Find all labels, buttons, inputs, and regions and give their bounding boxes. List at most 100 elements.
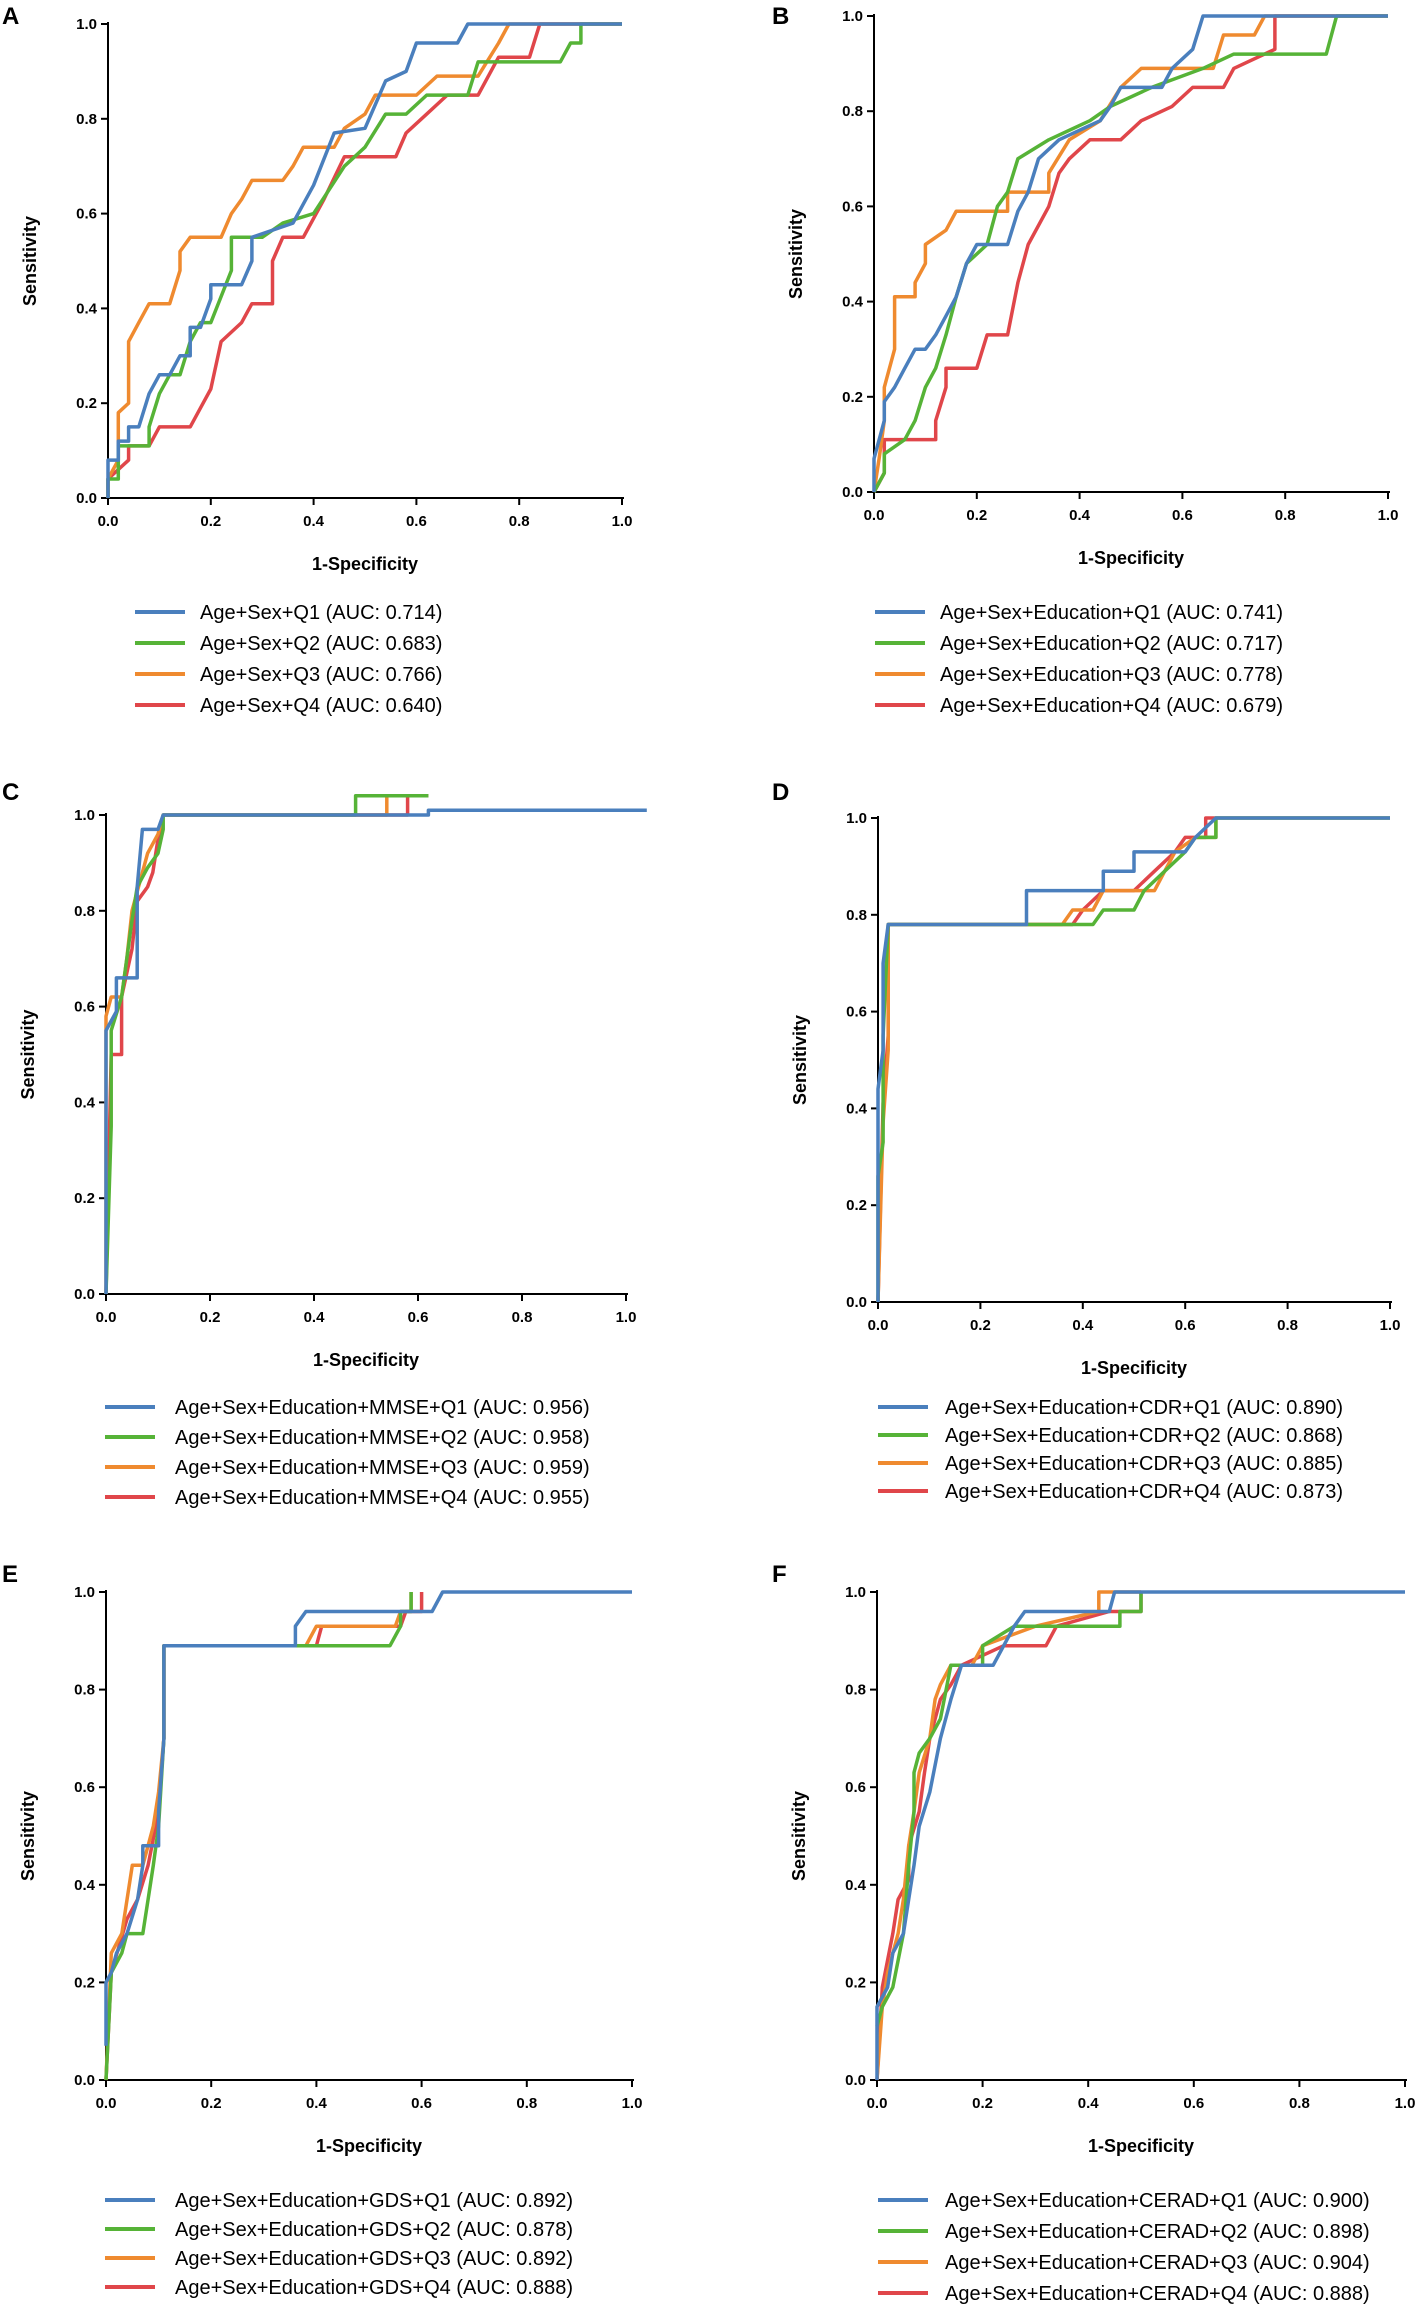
y-tick-label: 0.0: [74, 2072, 95, 2089]
x-tick-label: 0.8: [1277, 1317, 1298, 1334]
legend: Age+Sex+Q1 (AUC: 0.714) Age+Sex+Q2 (AUC: …: [135, 602, 442, 717]
legend-label: Age+Sex+Education+GDS+Q3 (AUC: 0.892): [175, 2248, 573, 2270]
legend-label: Age+Sex+Education+GDS+Q1 (AUC: 0.892): [175, 2190, 573, 2212]
chart-panel-a: A 0.0 0.2 0.4 0.6 0.8 1.0 0.0 0.2 0.4 0.6 0.8 1.0 1-S…: [2, 3, 632, 717]
y-tick-label: 0.4: [76, 300, 98, 317]
y-axis-title: Sensitivity: [18, 1791, 38, 1881]
x-tick-label: 0.0: [867, 2095, 888, 2112]
y-tick-label: 0.2: [842, 389, 863, 406]
panel-letter: A: [2, 3, 19, 30]
roc-curve-q1: [106, 22, 622, 498]
x-tick-label: 0.4: [303, 513, 325, 530]
y-tick-label: 0.0: [846, 1294, 867, 1311]
x-tick-label: 0.2: [201, 2095, 222, 2112]
x-tick-label: 1.0: [616, 1309, 637, 1326]
x-tick-label: 1.0: [612, 513, 633, 530]
y-tick-label: 0.6: [846, 1004, 867, 1021]
legend-label: Age+Sex+Education+GDS+Q4 (AUC: 0.888): [175, 2277, 573, 2299]
chart-panel-c: C 0.0 0.2 0.4 0.6 0.8 1.0 0.0 0.2 0.4 0.6 0.8 1.0 1-S…: [2, 779, 647, 1509]
x-tick-label: 0.2: [972, 2095, 993, 2112]
y-tick-label: 0.8: [846, 907, 867, 924]
x-tick-label: 0.8: [1275, 507, 1296, 524]
x-tick-label: 0.2: [200, 513, 221, 530]
roc-curve-q2: [872, 14, 1388, 493]
x-axis-title: 1-Specificity: [316, 2136, 422, 2156]
roc-curve-q1: [104, 1590, 632, 2046]
legend-label: Age+Sex+Q4 (AUC: 0.640): [200, 695, 442, 717]
y-tick-label: 0.8: [76, 111, 97, 128]
x-tick-label: 0.8: [516, 2095, 537, 2112]
roc-curve-q4: [104, 794, 429, 1295]
y-tick-label: 0.0: [845, 2072, 866, 2089]
x-tick-label: 0.2: [970, 1317, 991, 1334]
x-tick-label: 0.4: [1072, 1317, 1094, 1334]
roc-curve-q1: [876, 816, 1390, 1302]
legend-label: Age+Sex+Education+CDR+Q4 (AUC: 0.873): [945, 1481, 1343, 1503]
legend-label: Age+Sex+Education+MMSE+Q1 (AUC: 0.956): [175, 1397, 590, 1419]
x-tick-label: 0.4: [1078, 2095, 1100, 2112]
y-tick-label: 0.4: [846, 1100, 868, 1117]
legend-label: Age+Sex+Education+MMSE+Q2 (AUC: 0.958): [175, 1427, 590, 1449]
legend-label: Age+Sex+Education+CERAD+Q3 (AUC: 0.904): [945, 2252, 1370, 2274]
roc-curve-q2: [876, 816, 1390, 1302]
x-tick-label: 0.0: [98, 513, 119, 530]
y-tick-label: 1.0: [842, 8, 863, 25]
y-tick-label: 0.2: [846, 1197, 867, 1214]
y-tick-label: 0.6: [74, 1779, 95, 1796]
y-tick-label: 0.0: [76, 490, 97, 507]
legend-label: Age+Sex+Education+Q4 (AUC: 0.679): [940, 695, 1283, 717]
x-tick-label: 1.0: [622, 2095, 643, 2112]
legend: Age+Sex+Education+CDR+Q1 (AUC: 0.890) Age…: [878, 1397, 1343, 1503]
legend-label: Age+Sex+Q1 (AUC: 0.714): [200, 602, 442, 624]
y-tick-label: 1.0: [74, 1584, 95, 1601]
roc-curve-q3: [104, 1592, 413, 2081]
y-tick-label: 1.0: [845, 1584, 866, 1601]
y-tick-label: 0.8: [845, 1682, 866, 1699]
legend: Age+Sex+Education+GDS+Q1 (AUC: 0.892) Age…: [105, 2190, 573, 2299]
legend-label: Age+Sex+Q3 (AUC: 0.766): [200, 664, 442, 686]
y-tick-label: 1.0: [74, 807, 95, 824]
x-tick-label: 0.6: [408, 1309, 429, 1326]
chart-panel-e: E 0.0 0.2 0.4 0.6 0.8 1.0 0.0 0.2 0.4 0.6 0.8 1.0 1-S…: [2, 1561, 642, 2299]
panel-letter: C: [2, 779, 19, 806]
y-axis-title: Sensitivity: [789, 1791, 809, 1881]
y-tick-label: 0.6: [76, 206, 97, 223]
legend-label: Age+Sex+Education+GDS+Q2 (AUC: 0.878): [175, 2219, 573, 2241]
legend: Age+Sex+Education+Q1 (AUC: 0.741) Age+Sex…: [875, 602, 1283, 717]
legend-label: Age+Sex+Education+CERAD+Q2 (AUC: 0.898): [945, 2221, 1370, 2243]
x-axis-title: 1-Specificity: [1081, 1358, 1187, 1378]
x-tick-label: 0.4: [1069, 507, 1091, 524]
roc-curve-q2: [875, 1592, 1143, 2027]
x-tick-label: 1.0: [1395, 2095, 1416, 2112]
roc-curve-q4: [104, 1592, 424, 2081]
roc-curve-q3: [106, 22, 622, 498]
x-tick-label: 0.0: [96, 1309, 117, 1326]
x-tick-label: 0.8: [1289, 2095, 1310, 2112]
x-tick-label: 0.0: [868, 1317, 889, 1334]
x-tick-label: 0.4: [304, 1309, 326, 1326]
y-tick-label: 0.6: [845, 1779, 866, 1796]
roc-curve-q2: [106, 22, 622, 498]
y-tick-label: 0.2: [76, 395, 97, 412]
roc-curve-q3: [875, 1590, 1141, 2081]
x-axis-title: 1-Specificity: [312, 554, 418, 574]
panel-letter: F: [772, 1561, 787, 1588]
chart-panel-b: B 0.0 0.2 0.4 0.6 0.8 1.0 0.0 0.2 0.4 0.6 0.8 1.0 1-S…: [772, 3, 1398, 717]
y-tick-label: 0.0: [74, 1286, 95, 1303]
x-tick-label: 0.4: [306, 2095, 328, 2112]
x-tick-label: 0.6: [411, 2095, 432, 2112]
y-tick-label: 0.4: [842, 294, 864, 311]
y-tick-label: 0.4: [74, 1877, 96, 1894]
y-axis-title: Sensitivity: [20, 216, 40, 306]
y-tick-label: 0.4: [845, 1877, 867, 1894]
panel-letter: B: [772, 3, 789, 30]
roc-curve-q3: [872, 14, 1388, 493]
y-tick-label: 0.0: [842, 484, 863, 501]
x-tick-label: 0.2: [200, 1309, 221, 1326]
chart-panel-f: F 0.0 0.2 0.4 0.6 0.8 1.0 0.0 0.2 0.4 0.6 0.8 1.0 1-S…: [772, 1561, 1415, 2305]
y-tick-label: 0.8: [74, 1682, 95, 1699]
y-axis-title: Sensitivity: [786, 209, 806, 299]
legend-label: Age+Sex+Education+CDR+Q2 (AUC: 0.868): [945, 1425, 1343, 1447]
legend: Age+Sex+Education+CERAD+Q1 (AUC: 0.900) A…: [878, 2190, 1370, 2305]
legend-label: Age+Sex+Q2 (AUC: 0.683): [200, 633, 442, 655]
